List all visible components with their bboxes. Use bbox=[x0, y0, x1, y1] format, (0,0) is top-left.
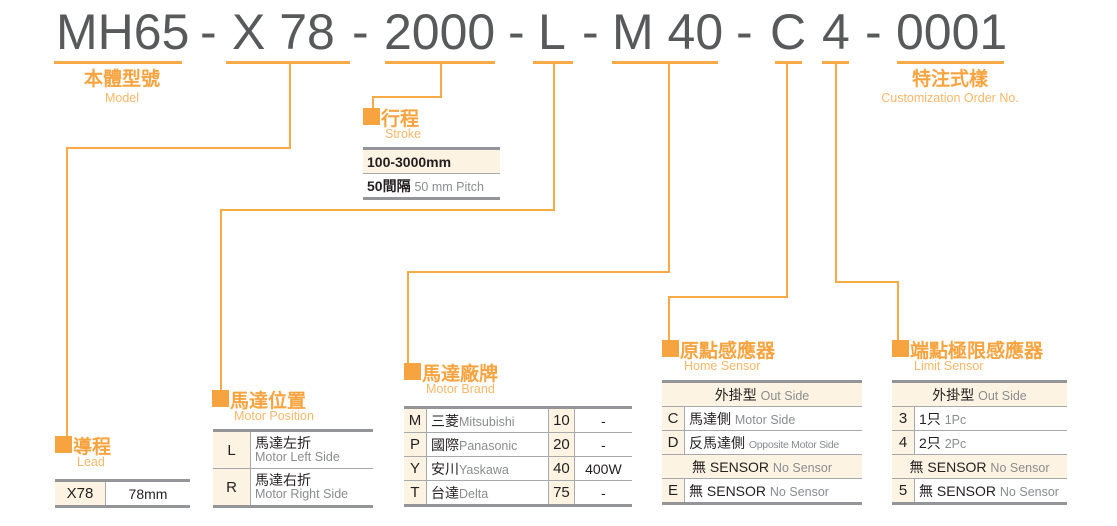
code-limit-sensor: 4 bbox=[822, 4, 850, 60]
motor-position-table: L 馬達左折 Motor Left Side R 馬達右折 Motor Right … bbox=[213, 429, 373, 508]
connector bbox=[897, 281, 899, 342]
connector bbox=[668, 296, 670, 342]
code-motor-position: L bbox=[538, 4, 566, 60]
table-row: T 台達Delta 75- bbox=[404, 480, 632, 506]
underline bbox=[54, 61, 182, 64]
section-marker bbox=[404, 363, 421, 380]
connector bbox=[835, 62, 837, 283]
connector bbox=[372, 96, 374, 110]
code-dash: - bbox=[582, 4, 599, 60]
section-marker bbox=[892, 340, 909, 357]
underline bbox=[775, 61, 802, 64]
model-label: 本體型號 Model bbox=[83, 68, 160, 105]
table-row: Y 安川Yaskawa 40 400W bbox=[404, 456, 632, 481]
code-home-sensor: C bbox=[770, 4, 807, 60]
code-dash: - bbox=[200, 4, 217, 60]
connector bbox=[66, 147, 291, 149]
table-row: 4 2只 2Pc bbox=[892, 430, 1067, 455]
code-model: MH65 bbox=[56, 4, 190, 60]
table-row: 3 1只 1Pc bbox=[892, 406, 1067, 431]
connector bbox=[440, 62, 442, 98]
section-marker bbox=[363, 108, 380, 125]
home-sensor-table: 外掛型 Out Side C 馬達側 Motor Side D 反馬達側 Oppos… bbox=[662, 380, 862, 505]
code-dash: - bbox=[736, 4, 753, 60]
section-marker bbox=[212, 390, 229, 407]
motor-brand-table: M 三菱Mitsubishi 10- P 國際Panasonic 20- Y 安川Yask… bbox=[404, 406, 632, 507]
connector bbox=[835, 281, 899, 283]
code-dash: - bbox=[352, 4, 369, 60]
code-dash: - bbox=[508, 4, 525, 60]
connector bbox=[220, 209, 555, 211]
connector bbox=[66, 147, 68, 439]
connector bbox=[553, 62, 555, 211]
connector bbox=[786, 62, 788, 298]
table-row: D 反馬達側 Opposite Motor Side bbox=[662, 430, 862, 455]
code-lead: X 78 bbox=[232, 4, 335, 60]
lead-table: X78 78mm bbox=[55, 479, 190, 508]
code-custom: 0001 bbox=[896, 4, 1008, 60]
section-marker bbox=[55, 436, 72, 453]
limit-sensor-table: 外掛型 Out Side 3 1只 1Pc 4 2只 2Pc 無 SENSOR No… bbox=[892, 380, 1067, 505]
section-marker bbox=[662, 340, 679, 357]
connector bbox=[289, 62, 291, 149]
table-row: P 國際Panasonic 20- bbox=[404, 432, 632, 457]
connector bbox=[407, 271, 670, 273]
underline bbox=[612, 61, 718, 64]
connector bbox=[668, 62, 670, 273]
connector bbox=[220, 209, 222, 392]
underline bbox=[897, 61, 1004, 64]
code-dash: - bbox=[865, 4, 882, 60]
code-motor-brand: M 40 bbox=[612, 4, 724, 60]
underline bbox=[226, 61, 350, 64]
table-row: C 馬達側 Motor Side bbox=[662, 406, 862, 431]
connector bbox=[407, 271, 409, 365]
stroke-table: 100-3000mm 50間隔 50 mm Pitch bbox=[363, 147, 500, 200]
table-row: M 三菱Mitsubishi 10- bbox=[404, 407, 632, 433]
custom-label: 特注式樣 Customization Order No. bbox=[881, 68, 1019, 105]
code-stroke: 2000 bbox=[384, 4, 496, 60]
connector bbox=[372, 96, 442, 98]
connector bbox=[668, 296, 788, 298]
